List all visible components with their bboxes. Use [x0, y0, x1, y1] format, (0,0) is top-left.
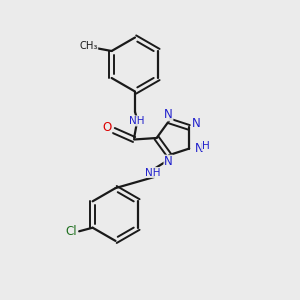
Text: Cl: Cl [66, 225, 77, 238]
Text: N: N [164, 108, 173, 121]
Text: O: O [103, 121, 112, 134]
Text: N: N [164, 155, 173, 168]
Text: H: H [202, 141, 209, 151]
Text: CH₃: CH₃ [79, 41, 98, 51]
Text: N: N [191, 117, 200, 130]
Text: N: N [194, 142, 203, 155]
Text: NH: NH [129, 116, 144, 126]
Text: NH: NH [145, 167, 160, 178]
